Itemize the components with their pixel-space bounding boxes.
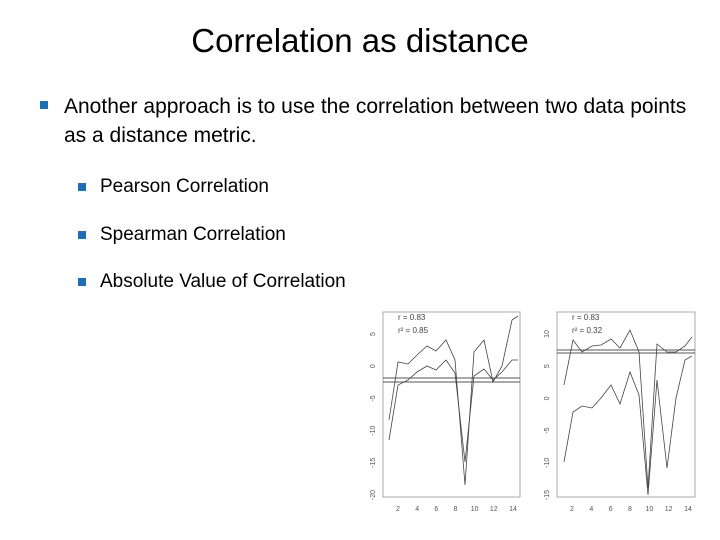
annotation: r² = 0.85 bbox=[398, 326, 429, 335]
sub-bullet: Pearson Correlation bbox=[78, 176, 269, 198]
x-tick-label: 8 bbox=[454, 506, 458, 513]
plot-frame bbox=[556, 311, 696, 498]
bullet: Another approach is to use the correlati… bbox=[40, 92, 704, 150]
y-tick-label: -5 bbox=[370, 395, 377, 401]
x-tick-label: 2 bbox=[570, 506, 574, 513]
x-tick-label: 14 bbox=[509, 506, 517, 513]
y-tick-label: -20 bbox=[370, 490, 377, 500]
annotation: r² = 0.32 bbox=[572, 326, 603, 335]
annotation: r = 0.83 bbox=[572, 313, 600, 322]
plot-frame bbox=[382, 311, 521, 498]
y-tick-label: -10 bbox=[544, 458, 551, 468]
y-tick-label: -5 bbox=[544, 427, 551, 433]
x-tick-label: 4 bbox=[589, 506, 593, 513]
x-tick-label: 2 bbox=[396, 506, 400, 513]
annotation: r = 0.83 bbox=[398, 313, 426, 322]
x-tick-label: 4 bbox=[415, 506, 419, 513]
y-tick-label: 0 bbox=[370, 364, 377, 368]
x-tick-label: 12 bbox=[665, 506, 673, 513]
sub-bullet: Absolute Value of Correlation bbox=[78, 271, 346, 293]
x-tick-label: 14 bbox=[684, 506, 692, 513]
x-tick-label: 6 bbox=[609, 506, 613, 513]
x-tick-label: 10 bbox=[471, 506, 479, 513]
x-tick-label: 8 bbox=[628, 506, 632, 513]
x-tick-label: 12 bbox=[490, 506, 498, 513]
y-tick-label: -10 bbox=[370, 425, 377, 435]
sub-bullet: Spearman Correlation bbox=[78, 224, 286, 246]
y-tick-label: 10 bbox=[544, 330, 551, 338]
curve bbox=[388, 315, 519, 486]
y-tick-label: -15 bbox=[544, 490, 551, 500]
y-tick-label: 0 bbox=[544, 396, 551, 400]
x-tick-label: 6 bbox=[434, 506, 438, 513]
curve bbox=[388, 359, 518, 463]
slide-title: Correlation as distance bbox=[191, 22, 529, 59]
y-tick-label: -15 bbox=[370, 458, 377, 468]
curve bbox=[563, 355, 693, 496]
curve bbox=[563, 329, 693, 489]
y-tick-label: 5 bbox=[544, 364, 551, 368]
y-tick-label: 5 bbox=[370, 332, 377, 336]
x-tick-label: 10 bbox=[645, 506, 653, 513]
